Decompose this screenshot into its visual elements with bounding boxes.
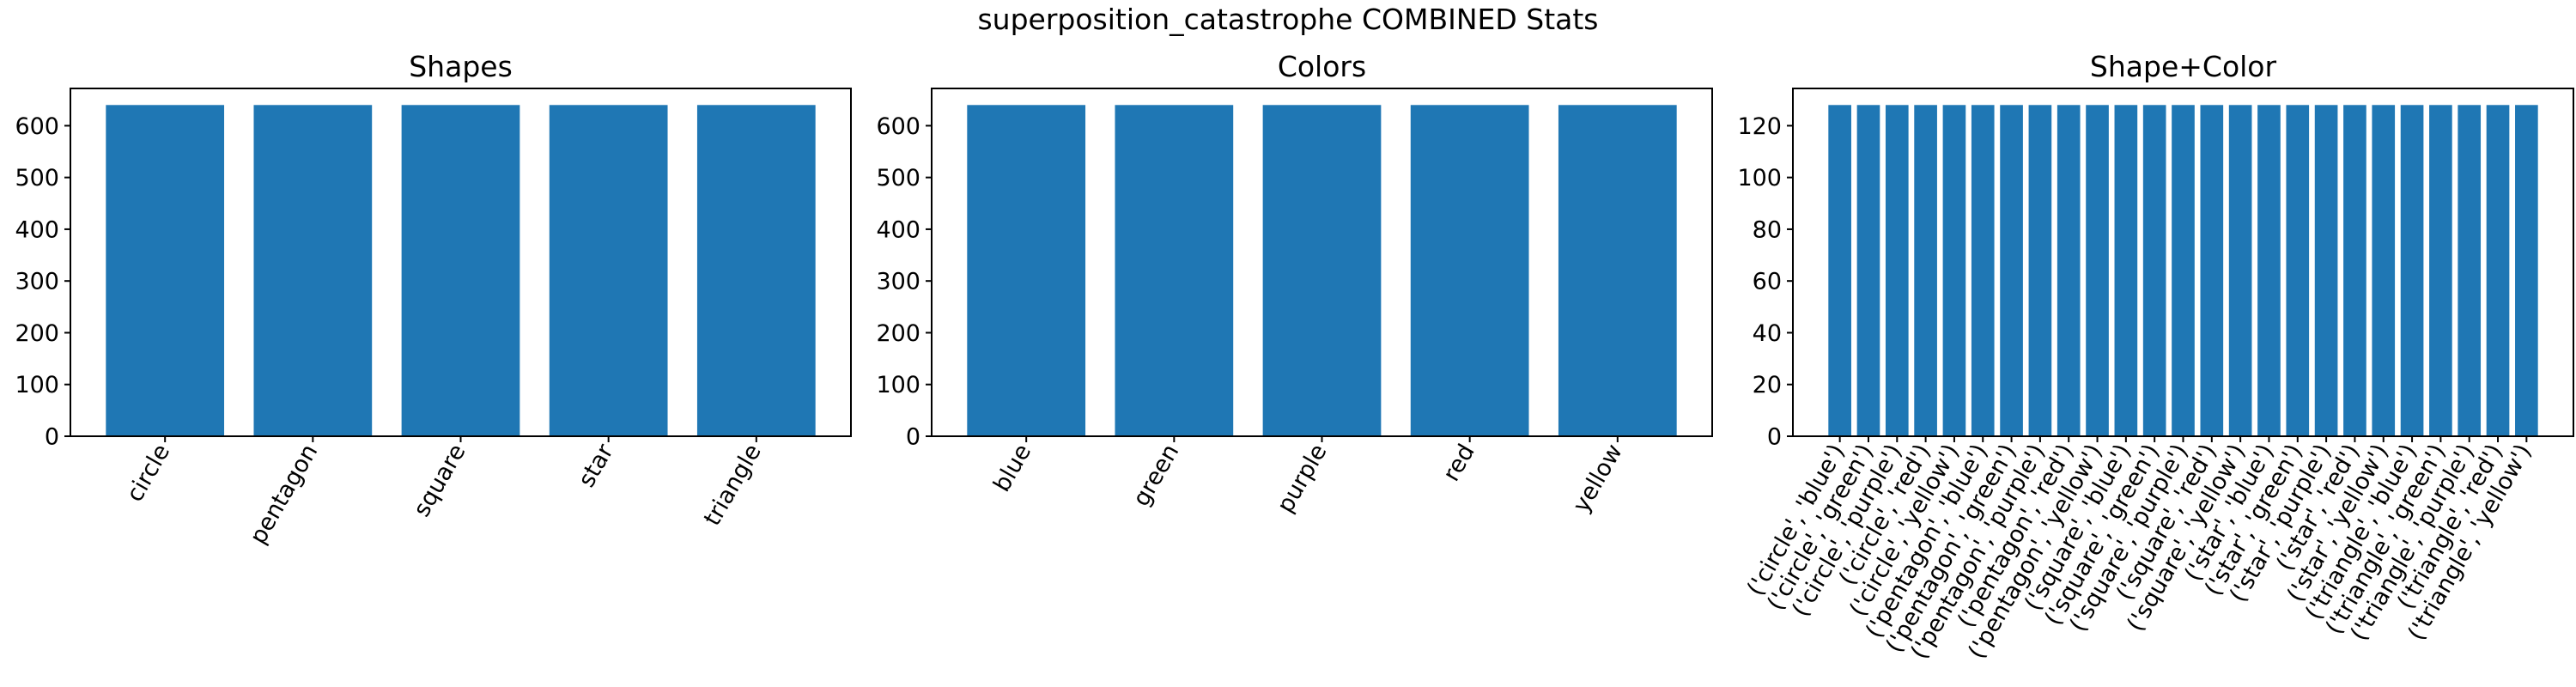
bar: [2343, 105, 2366, 437]
y-tick-label: 600: [15, 113, 59, 140]
bar: [696, 105, 816, 437]
y-tick-label: 300: [876, 269, 920, 295]
bar: [2142, 105, 2166, 437]
y-tick-label: 80: [1753, 216, 1782, 243]
y-tick-label: 20: [1753, 372, 1782, 398]
y-tick-label: 100: [1737, 165, 1782, 192]
bar: [967, 105, 1086, 437]
bar: [1410, 105, 1529, 437]
bar: [2114, 105, 2138, 437]
bar: [106, 105, 225, 437]
bar: [2228, 105, 2252, 437]
bar: [1885, 105, 1909, 437]
chart-title: Shape+Color: [2090, 50, 2277, 83]
bar: [2257, 105, 2281, 437]
bar: [2314, 105, 2338, 437]
bar: [1942, 105, 1966, 437]
bar: [2172, 105, 2195, 437]
y-tick-label: 500: [15, 165, 59, 192]
chart-title: Colors: [1278, 50, 1366, 83]
y-tick-label: 120: [1737, 113, 1782, 140]
bar: [2486, 105, 2510, 437]
figure-title: superposition_catastrophe COMBINED Stats: [977, 3, 1598, 36]
bar: [2515, 105, 2538, 437]
y-tick-label: 500: [876, 165, 920, 192]
bar: [1115, 105, 1234, 437]
bar: [1971, 105, 1995, 437]
bar: [1558, 105, 1677, 437]
chart-title: Shapes: [409, 50, 513, 83]
bar: [1262, 105, 1382, 437]
bar: [2028, 105, 2052, 437]
bar: [1828, 105, 1851, 437]
bar: [1914, 105, 1937, 437]
bar: [253, 105, 373, 437]
y-tick-label: 0: [906, 423, 920, 450]
y-tick-label: 0: [45, 423, 59, 450]
y-tick-label: 400: [15, 216, 59, 243]
bar: [2400, 105, 2424, 437]
y-tick-label: 60: [1753, 269, 1782, 295]
bar: [2372, 105, 2396, 437]
bar: [1856, 105, 1880, 437]
bar: [2286, 105, 2310, 437]
bar: [2458, 105, 2482, 437]
bar: [2086, 105, 2109, 437]
bar: [2057, 105, 2081, 437]
y-tick-label: 0: [1767, 423, 1782, 450]
y-tick-label: 100: [15, 372, 59, 398]
y-tick-label: 400: [876, 216, 920, 243]
bar: [2000, 105, 2023, 437]
y-tick-label: 40: [1753, 320, 1782, 347]
bar: [2200, 105, 2224, 437]
y-tick-label: 600: [876, 113, 920, 140]
bar: [401, 105, 520, 437]
bar: [2429, 105, 2452, 437]
y-tick-label: 200: [876, 320, 920, 347]
bar: [549, 105, 668, 437]
y-tick-label: 300: [15, 269, 59, 295]
y-tick-label: 200: [15, 320, 59, 347]
y-tick-label: 100: [876, 372, 920, 398]
